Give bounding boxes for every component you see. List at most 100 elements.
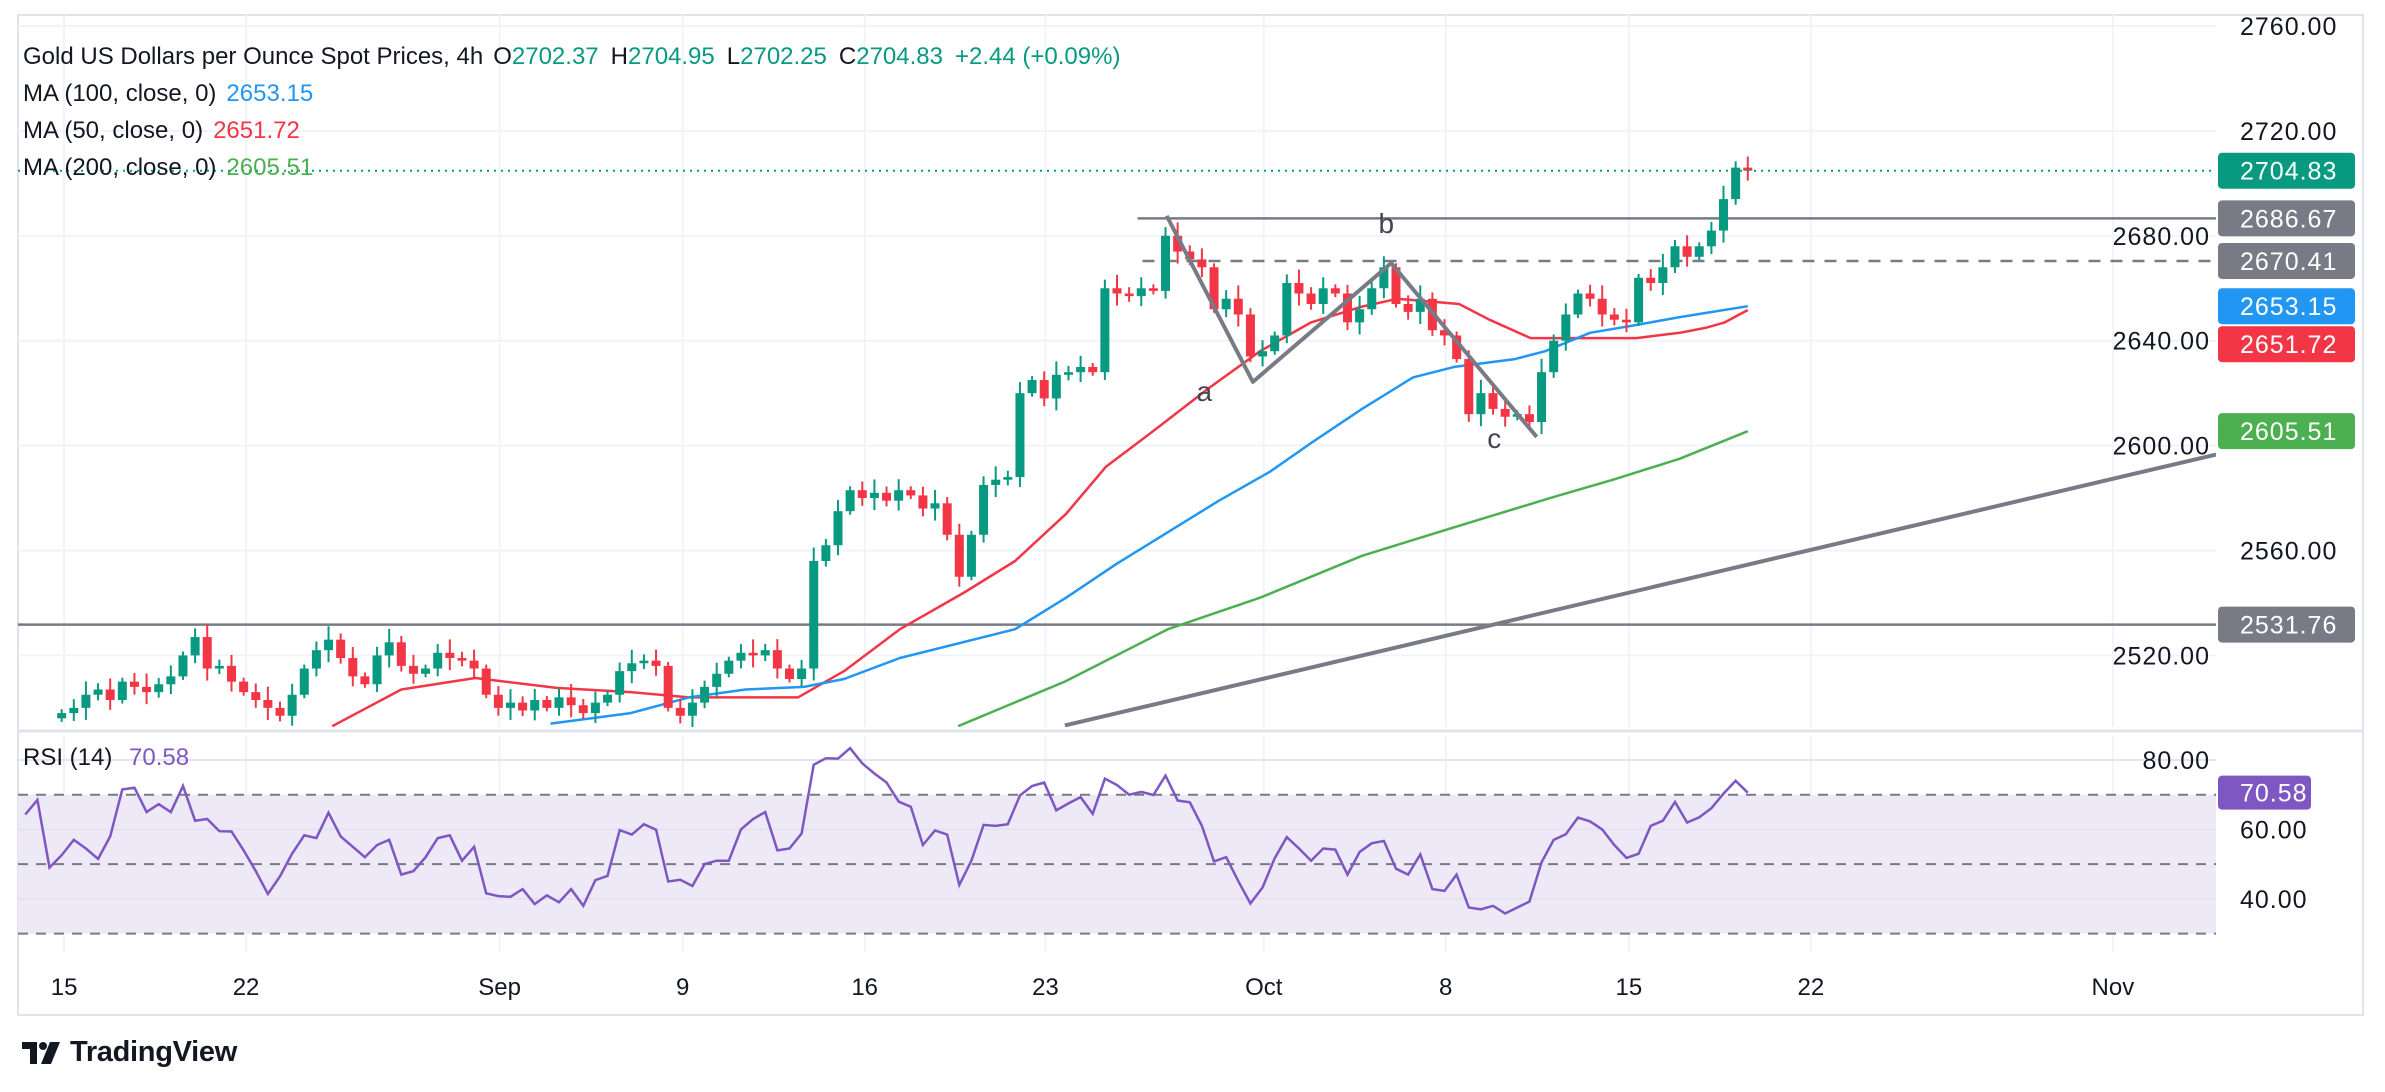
candle bbox=[372, 646, 382, 693]
candle bbox=[1621, 308, 1631, 333]
candle bbox=[1658, 253, 1668, 296]
candle bbox=[1682, 235, 1692, 267]
candle bbox=[1330, 284, 1340, 298]
candle bbox=[1537, 358, 1547, 435]
candle-body bbox=[1415, 298, 1425, 312]
candle bbox=[457, 651, 467, 667]
time-tick-label: Nov bbox=[2092, 974, 2135, 1001]
candle-body bbox=[1282, 283, 1292, 336]
rsi-line bbox=[24, 746, 1749, 915]
candle-body bbox=[1476, 393, 1486, 415]
price-tag-label: 2605.51 bbox=[2240, 418, 2337, 446]
price-pane[interactable]: a b c bbox=[18, 156, 2216, 728]
price-tag-bg bbox=[2218, 606, 2355, 643]
close-label: C bbox=[838, 42, 857, 70]
candle bbox=[1464, 350, 1474, 422]
candle bbox=[1282, 274, 1292, 344]
candle-body bbox=[1549, 340, 1559, 373]
candle-body bbox=[457, 658, 467, 661]
candle-body bbox=[736, 652, 746, 661]
price-tick-label: 2760.00 bbox=[2240, 13, 2337, 41]
ma100-legend[interactable]: MA (100, close, 0) 2653.15 bbox=[23, 75, 1120, 112]
ma200-legend[interactable]: MA (200, close, 0) 2605.51 bbox=[23, 149, 1120, 186]
candle bbox=[1258, 340, 1268, 367]
candle-body bbox=[542, 699, 552, 708]
price-tag-bg bbox=[2218, 326, 2355, 363]
candle-body bbox=[275, 707, 285, 716]
candle bbox=[324, 626, 334, 663]
candle-body bbox=[639, 660, 649, 664]
open-value: 2702.37 bbox=[511, 42, 599, 70]
candle bbox=[1731, 161, 1741, 205]
time-tick-label: 22 bbox=[233, 974, 260, 1001]
price-tick-label: 2640.00 bbox=[2113, 328, 2210, 356]
price-tag: 2605.51 bbox=[2218, 413, 2355, 450]
tradingview-logo-icon bbox=[22, 1041, 60, 1064]
rsi-axis[interactable]: 80.00 60.00 40.00 bbox=[2142, 747, 2307, 914]
candle bbox=[1719, 185, 1729, 243]
price-axis[interactable]: 2760.00 2720.00 2680.00 2640.00 2600.00 2560.… bbox=[2113, 13, 2338, 670]
candle-body bbox=[1270, 335, 1280, 352]
tradingview-logo[interactable]: TradingView bbox=[22, 1036, 237, 1069]
candle-body bbox=[748, 652, 758, 656]
candle-body bbox=[651, 660, 661, 666]
candle bbox=[445, 639, 455, 671]
low-value: 2702.25 bbox=[740, 42, 827, 70]
time-axis[interactable]: 15 22 Sep 9 16 23 Oct 8 15 22 Nov bbox=[51, 974, 2134, 1001]
candle-body bbox=[1173, 235, 1183, 252]
candle bbox=[263, 686, 273, 720]
candle-body bbox=[966, 534, 976, 577]
candle-body bbox=[1185, 251, 1195, 260]
candle-body bbox=[287, 694, 297, 716]
time-tick-label: 22 bbox=[1797, 974, 1824, 1001]
candle-body bbox=[979, 484, 989, 535]
ma50-legend[interactable]: MA (50, close, 0) 2651.72 bbox=[23, 112, 1120, 149]
candle bbox=[1646, 269, 1656, 291]
candle-body bbox=[1573, 293, 1583, 315]
candle-body bbox=[1609, 314, 1619, 320]
candle-body bbox=[954, 534, 964, 577]
candle bbox=[1670, 240, 1680, 273]
abc-zigzag[interactable] bbox=[1164, 214, 1539, 439]
candle bbox=[663, 661, 673, 712]
candle bbox=[239, 677, 249, 696]
candle-body bbox=[1221, 298, 1231, 310]
candle-body bbox=[1719, 199, 1729, 231]
candle-body bbox=[1342, 293, 1352, 323]
symbol-legend-row[interactable]: Gold US Dollars per Ounce Spot Prices, 4… bbox=[23, 38, 1120, 75]
candle bbox=[772, 639, 782, 679]
candle-body bbox=[69, 707, 79, 714]
candle-body bbox=[857, 490, 867, 499]
candle-body bbox=[1136, 288, 1146, 297]
rsi-tick-label: 80.00 bbox=[2142, 747, 2210, 775]
candle-body bbox=[105, 689, 115, 700]
price-tag: 2651.72 bbox=[2218, 326, 2355, 363]
candle-body bbox=[81, 694, 91, 708]
candle bbox=[105, 678, 115, 710]
price-tick-label: 2560.00 bbox=[2240, 538, 2337, 566]
candle bbox=[966, 530, 976, 581]
candle-body bbox=[445, 652, 455, 659]
candle bbox=[1342, 284, 1352, 331]
candle bbox=[299, 664, 309, 699]
rsi-pane[interactable] bbox=[18, 746, 2216, 935]
candle bbox=[1743, 156, 1753, 181]
candle-body bbox=[154, 684, 164, 693]
candle-body bbox=[760, 650, 770, 656]
trendline[interactable] bbox=[1064, 452, 2216, 727]
time-tick-label: 8 bbox=[1439, 974, 1452, 1001]
candle-body bbox=[1403, 303, 1413, 312]
rsi-tick-label: 40.00 bbox=[2240, 886, 2308, 914]
rsi-legend[interactable]: RSI (14) 70.58 bbox=[23, 744, 189, 772]
candle bbox=[882, 486, 892, 507]
candle-body bbox=[117, 681, 127, 700]
candle-body bbox=[469, 660, 479, 669]
candle-body bbox=[1209, 267, 1219, 310]
candle bbox=[1706, 221, 1716, 255]
candle bbox=[1015, 382, 1025, 487]
candle bbox=[384, 628, 394, 668]
candle bbox=[214, 659, 224, 675]
candle bbox=[493, 686, 503, 716]
candle-body bbox=[590, 702, 600, 714]
